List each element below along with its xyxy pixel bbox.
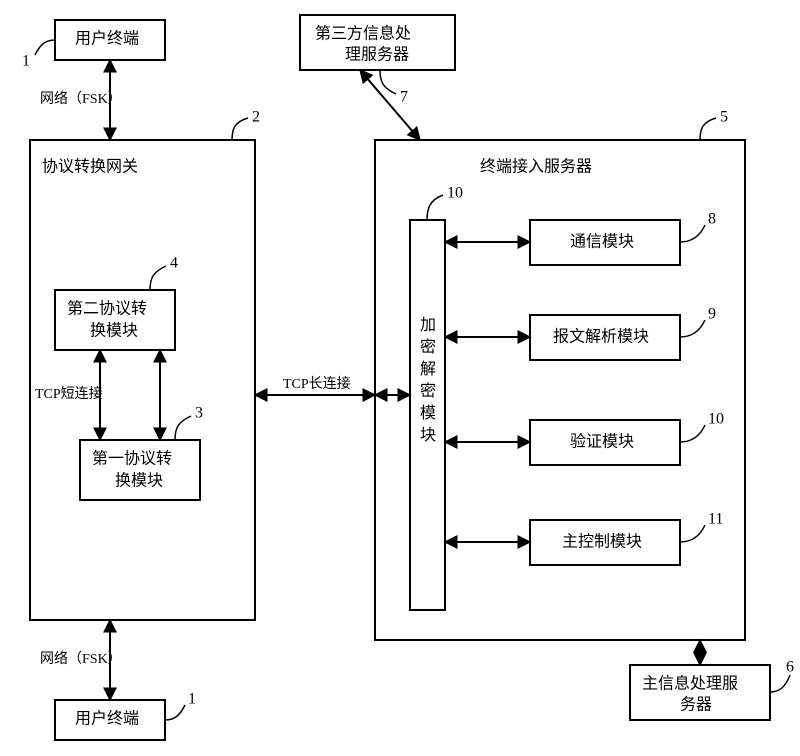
proto1-l2: 换模块 [115, 472, 163, 490]
tcp-short-label: TCP短连接 [35, 385, 103, 402]
enc-module-v4: 模 [420, 404, 436, 422]
proto2-box [55, 290, 175, 350]
third-party-l1: 第三方信息处 [315, 25, 411, 43]
lead-2 [232, 118, 248, 140]
access-server-label: 终端接入服务器 [480, 158, 592, 176]
mainctrl-label: 主控制模块 [562, 533, 642, 551]
proto1-l1: 第一协议转 [92, 450, 172, 468]
enc-module-v1: 密 [420, 338, 436, 356]
proto2-l1: 第二协议转 [67, 300, 147, 318]
num-10b: 10 [708, 411, 724, 428]
parse-label: 报文解析模块 [553, 328, 649, 346]
num-10a: 10 [447, 185, 463, 202]
lead-1-top [35, 40, 55, 55]
num-6: 6 [786, 659, 794, 676]
user-terminal-top-label: 用户终端 [75, 30, 139, 48]
lead-5 [700, 118, 716, 140]
num-4: 4 [170, 255, 178, 272]
verify-label: 验证模块 [570, 433, 634, 451]
lead-7 [380, 70, 396, 94]
user-terminal-bot-label: 用户终端 [75, 710, 139, 728]
gateway-label: 协议转换网关 [42, 158, 138, 176]
num-1-top: 1 [22, 53, 30, 70]
enc-module-v0: 加 [420, 316, 436, 334]
num-1-bot: 1 [188, 691, 196, 708]
num-11: 11 [708, 511, 723, 528]
enc-module-v2: 解 [420, 360, 436, 378]
proto1-box [80, 440, 200, 500]
enc-module-v3: 密 [420, 382, 436, 400]
num-9: 9 [708, 306, 716, 323]
lead-6 [770, 675, 790, 692]
lead-1-bot [165, 705, 185, 720]
maininfo-l1: 主信息处理服 [642, 675, 738, 693]
system-diagram: 用户终端 1 协议转换网关 2 第二协议转 换模块 4 第一协议转 换模块 3 … [0, 0, 800, 756]
edge-third-access [360, 70, 420, 140]
num-7: 7 [400, 89, 408, 106]
proto2-l2: 换模块 [90, 322, 138, 340]
gateway-box [30, 140, 255, 620]
fsk-bot-label: 网络（FSK） [40, 651, 122, 667]
comm-label: 通信模块 [570, 233, 634, 251]
num-2: 2 [252, 109, 260, 126]
num-5: 5 [720, 109, 728, 126]
fsk-top-label: 网络（FSK） [40, 91, 122, 107]
num-3: 3 [195, 405, 203, 422]
maininfo-l2: 务器 [680, 696, 712, 714]
third-party-l2: 理服务器 [345, 46, 409, 64]
tcp-long-label: TCP长连接 [283, 375, 351, 392]
enc-module-v5: 块 [420, 426, 436, 444]
num-8: 8 [708, 211, 716, 228]
